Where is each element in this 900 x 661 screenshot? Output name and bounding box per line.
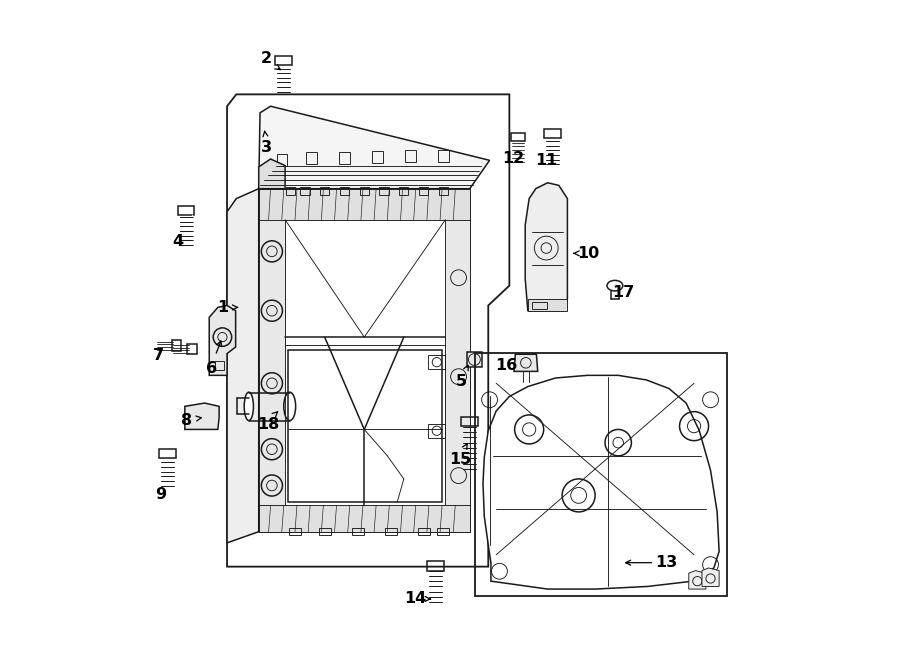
Bar <box>437 528 449 535</box>
Bar <box>427 561 444 570</box>
Bar <box>428 424 446 438</box>
Bar <box>373 151 382 163</box>
Text: 15: 15 <box>449 451 472 467</box>
Text: 16: 16 <box>495 358 518 373</box>
Bar <box>405 151 416 163</box>
Text: 17: 17 <box>612 285 634 299</box>
Bar <box>319 528 330 535</box>
Polygon shape <box>288 350 442 502</box>
Polygon shape <box>227 188 258 543</box>
Text: 1: 1 <box>217 300 228 315</box>
Text: 3: 3 <box>261 139 272 155</box>
Bar <box>286 187 295 195</box>
Bar <box>419 187 428 195</box>
Text: 2: 2 <box>261 52 272 66</box>
Polygon shape <box>514 354 537 371</box>
Bar <box>544 129 561 138</box>
Polygon shape <box>258 188 285 531</box>
Ellipse shape <box>244 392 254 420</box>
Bar <box>159 449 176 458</box>
Bar <box>276 154 287 166</box>
Bar <box>352 528 364 535</box>
Polygon shape <box>702 568 719 586</box>
Text: 11: 11 <box>536 153 557 168</box>
Polygon shape <box>209 305 236 375</box>
Text: 10: 10 <box>578 246 599 261</box>
Polygon shape <box>467 352 482 368</box>
Text: 7: 7 <box>153 348 164 363</box>
Bar <box>475 353 727 596</box>
Text: 12: 12 <box>502 151 525 166</box>
Bar <box>380 187 389 195</box>
Polygon shape <box>446 188 470 531</box>
Bar <box>428 355 446 369</box>
Polygon shape <box>258 188 470 219</box>
Polygon shape <box>688 570 706 589</box>
Bar <box>384 528 397 535</box>
Polygon shape <box>527 299 567 311</box>
Text: 5: 5 <box>456 373 467 389</box>
Polygon shape <box>258 106 490 188</box>
Bar <box>461 417 479 426</box>
Polygon shape <box>526 182 567 311</box>
Bar <box>400 187 409 195</box>
Bar <box>320 187 329 195</box>
Bar <box>301 187 310 195</box>
Polygon shape <box>184 403 219 430</box>
Bar <box>275 56 292 65</box>
Bar <box>289 528 301 535</box>
Bar <box>214 361 224 370</box>
Bar <box>360 187 369 195</box>
Bar <box>187 344 197 354</box>
Text: 4: 4 <box>172 234 183 249</box>
Text: 8: 8 <box>181 413 192 428</box>
Bar <box>339 152 350 164</box>
Text: 9: 9 <box>156 486 166 502</box>
Bar <box>172 340 181 351</box>
Text: 14: 14 <box>405 592 427 606</box>
Bar <box>178 206 194 215</box>
Polygon shape <box>258 505 470 531</box>
Bar <box>533 302 547 309</box>
Polygon shape <box>227 95 509 566</box>
Text: 13: 13 <box>655 555 678 570</box>
Polygon shape <box>483 375 719 589</box>
Polygon shape <box>258 159 285 188</box>
Bar <box>418 528 429 535</box>
Bar <box>340 187 349 195</box>
Bar <box>439 187 448 195</box>
Bar <box>438 150 449 162</box>
Polygon shape <box>258 188 470 531</box>
Text: 18: 18 <box>256 416 279 432</box>
Text: 6: 6 <box>206 361 217 375</box>
Bar <box>510 134 526 141</box>
Bar <box>306 153 317 165</box>
